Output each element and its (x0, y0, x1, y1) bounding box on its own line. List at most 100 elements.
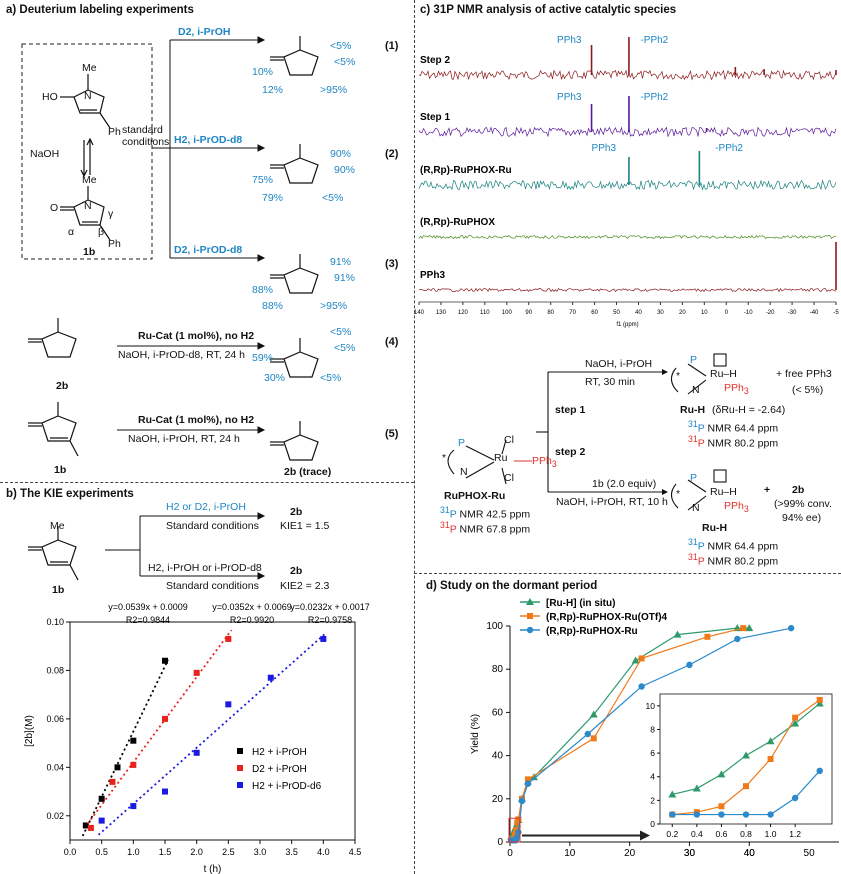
me-label-2: Me (82, 174, 97, 186)
rxn2-left1: 75% (252, 174, 274, 186)
panel-d-title: d) Study on the dormant period (426, 580, 598, 592)
ppm-tick-label: -10 (744, 310, 753, 316)
marker-circle (718, 811, 725, 818)
data-point (225, 701, 232, 708)
fit-r2: R2=0.9758 (308, 615, 352, 625)
step1-p: P (690, 354, 698, 366)
step1-nmr1: 31P NMR 64.4 ppm (688, 419, 779, 435)
step2-pph3: PPh3 (724, 500, 749, 515)
y-tick-label: 0.02 (46, 811, 64, 821)
inset-x-tick-label: 0.6 (716, 829, 728, 839)
data-point (193, 749, 200, 756)
complex-star: * (442, 452, 447, 464)
data-point (162, 788, 168, 795)
naoh-label: NaOH (30, 148, 60, 160)
inset-x-tick-label: 1.0 (765, 829, 777, 839)
fit-line (87, 629, 233, 825)
inset-y-tick-label: 4 (650, 772, 655, 782)
ppm-tick-label: 110 (480, 310, 490, 316)
me-label: Me (82, 62, 97, 74)
peak-label: PPh3 (557, 92, 582, 103)
marker-circle (734, 635, 741, 643)
b-prod-bot: 2b (290, 565, 303, 577)
x-tick-label-extra: 50 (804, 848, 816, 859)
step2-label: step 2 (555, 446, 586, 458)
ppm-axis-label: f1 (ppm) (616, 322, 638, 328)
data-point (162, 715, 168, 722)
ph-label: Ph (108, 126, 121, 138)
step1-delta: (δRu-H = -2.64) (712, 404, 786, 416)
marker-square (515, 816, 522, 823)
legend-label: H2 + i-PrOD-d6 (252, 781, 322, 792)
rxn3-left2: 88% (262, 300, 284, 312)
rxn4-left1: 59% (252, 352, 274, 364)
marker-circle (513, 834, 521, 841)
step2-nmr1: 31P NMR 64.4 ppm (688, 537, 779, 553)
marker-circle (767, 811, 774, 818)
ppm-tick-label: 50 (613, 310, 620, 316)
n-label: N (84, 90, 92, 102)
step1-n: N (692, 384, 700, 396)
data-point (225, 635, 232, 642)
inset-x-tick-label: 0.4 (691, 829, 703, 839)
gamma-label: γ (108, 208, 114, 220)
marker-square (511, 832, 518, 839)
ppm-tick-label: 70 (569, 310, 576, 316)
step2-extra2: (>99% conv. (774, 498, 832, 510)
b-cond-top: H2 or D2, i-PrOH (166, 501, 246, 513)
ppm-tick-label: -20 (766, 310, 775, 316)
spectrum-trace (418, 234, 837, 240)
spectrum-trace (418, 287, 837, 293)
inset-y-tick-label: 8 (650, 724, 655, 734)
rxn4-top1: <5% (330, 326, 352, 338)
x-tick-label: 0.5 (95, 847, 108, 857)
ppm-tick-label: 20 (679, 310, 686, 316)
marker-circle (515, 829, 522, 836)
rxn5-number: (5) (385, 428, 399, 440)
x-tick-label: 1.0 (127, 847, 140, 857)
fit-equation: y=0.0232x + 0.0017 (290, 602, 370, 612)
step2-prod: Ru-H (702, 522, 728, 534)
ppm-tick-label: 140 (414, 310, 425, 316)
b-prod-top: 2b (290, 506, 303, 518)
x-tick-label: 10 (564, 848, 576, 859)
rxn2-conditions: H2, i-PrOD-d8 (174, 134, 243, 146)
ppm-tick-label: -5 (833, 310, 839, 316)
marker-circle (791, 794, 799, 802)
panel-b-title: b) The KIE experiments (6, 488, 134, 500)
ppm-tick-label: 10 (701, 310, 708, 316)
vertical-divider (414, 0, 415, 874)
beta-label: β (98, 226, 105, 238)
data-point (130, 761, 137, 768)
complex-n: N (460, 466, 468, 478)
marker-square (740, 625, 747, 632)
marker-circle (518, 797, 526, 805)
b-cond-top2: Standard conditions (166, 520, 259, 532)
rxn3-right: >95% (320, 300, 348, 312)
complex-p: P (458, 437, 466, 449)
data-point (114, 764, 121, 771)
marker-square (524, 776, 531, 783)
marker-triangle (526, 598, 534, 605)
step1-star: * (676, 370, 681, 382)
plot-frame (69, 621, 356, 841)
marker-circle (526, 626, 534, 634)
spectrum-trace (418, 69, 837, 81)
step2-plus: + (764, 484, 771, 496)
marker-triangle (631, 656, 640, 664)
rxn5-cond2: NaOH, i-PrOH, RT, 24 h (128, 433, 240, 445)
fit-equation: y=0.0352x + 0.0069 (212, 602, 292, 612)
data-point (98, 795, 105, 802)
x-tick-label: 30 (684, 848, 696, 859)
divider-a-b (0, 482, 414, 483)
panel-a-title: a) Deuterium labeling experiments (6, 4, 194, 16)
marker-circle (669, 811, 676, 818)
marker-square (638, 655, 645, 662)
ppm-tick-label: 120 (458, 310, 469, 316)
y-tick-label: 100 (486, 621, 503, 632)
ppm-tick-label: -30 (788, 310, 797, 316)
b-me-label: Me (50, 520, 65, 532)
marker-triangle (589, 710, 598, 718)
marker-circle (816, 767, 823, 775)
step1-extra1: + free PPh3 (776, 368, 832, 380)
